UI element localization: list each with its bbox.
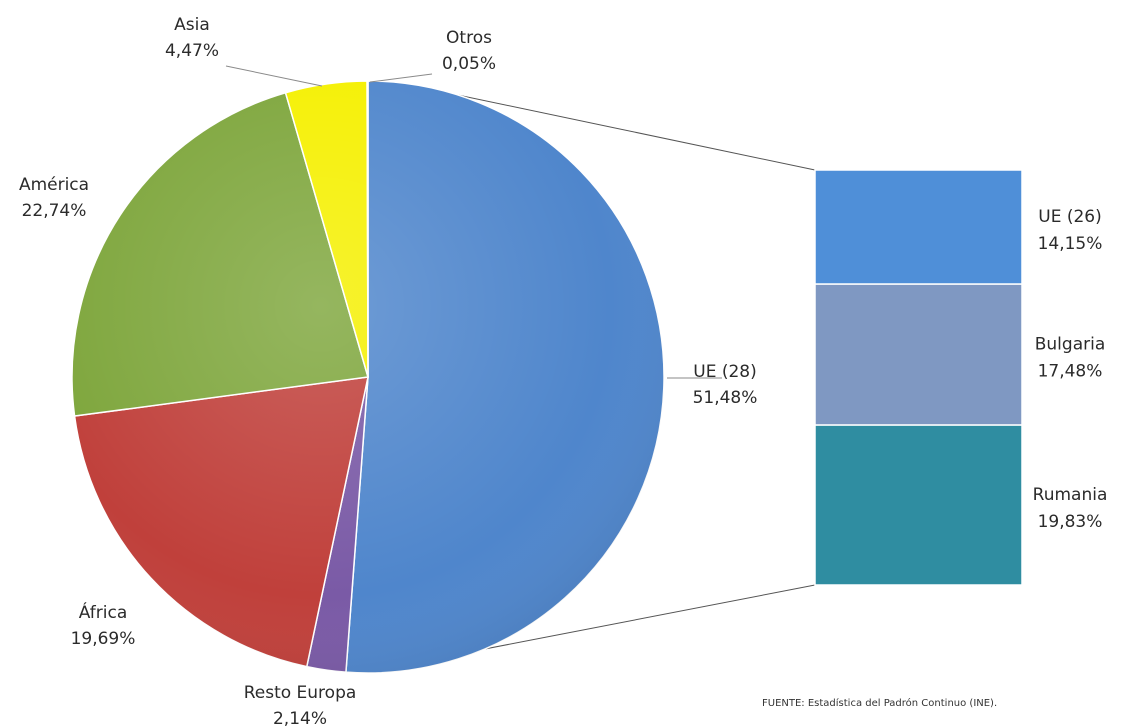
breakdown-labels: UE (26) 14,15% Bulgaria 17,48% Rumania 19,83%: [1033, 207, 1108, 532]
pie-labels: UE (28) 51,48% Resto Europa 2,14% África 19,6…: [19, 15, 757, 726]
breakdown-bar: [814, 169, 1023, 586]
pie-label-otros-name: Otros: [446, 28, 492, 48]
pie-label-ue-28-name: UE (28): [693, 362, 756, 382]
pie: [71, 80, 665, 674]
bar-label-ue-26-value: 14,15%: [1038, 234, 1103, 254]
pie-label-otros-value: 0,05%: [442, 54, 496, 74]
pie-label-asia-value: 4,47%: [165, 41, 219, 61]
pie-label-resto-europa-value: 2,14%: [273, 709, 327, 726]
pie-label-africa-name: África: [79, 601, 128, 623]
pie-label-america-value: 22,74%: [22, 201, 87, 221]
bar-label-ue-26-name: UE (26): [1038, 207, 1101, 227]
bar-label-rumania-name: Rumania: [1033, 485, 1108, 505]
bar-label-bulgaria-value: 17,48%: [1038, 362, 1103, 382]
pie-slice-otros: [366, 80, 369, 378]
pie-label-otros-leader: [369, 73, 433, 83]
pie-label-asia-name: Asia: [174, 15, 210, 35]
pie-label-resto-europa-name: Resto Europa: [244, 683, 357, 703]
bar-segment-ue-26: [814, 169, 1023, 285]
bar-segment-rumania: [814, 424, 1023, 586]
bar-label-rumania-value: 19,83%: [1038, 512, 1103, 532]
pie-label-ue-28-value: 51,48%: [693, 388, 758, 408]
pie-label-asia-leader: [225, 65, 323, 87]
bar-segment-bulgaria: [814, 283, 1023, 426]
pie-slice-ue-28: [345, 80, 665, 674]
source-note: FUENTE: Estadística del Padrón Continuo …: [762, 697, 997, 709]
bar-label-bulgaria-name: Bulgaria: [1035, 335, 1106, 355]
pie-label-africa-value: 19,69%: [71, 629, 136, 649]
pie-label-america-name: América: [19, 175, 89, 195]
